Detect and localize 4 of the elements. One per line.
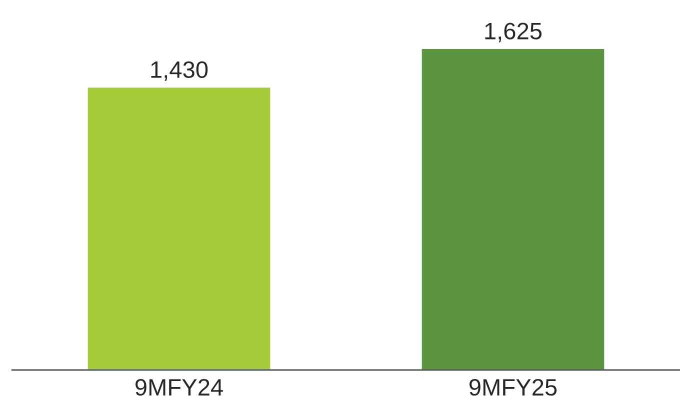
data-label: 1,430 bbox=[151, 61, 208, 81]
data-label: 1,625 bbox=[485, 22, 542, 42]
x-tick-label: 9MFY25 bbox=[469, 378, 557, 396]
x-tick-label: 9MFY24 bbox=[135, 378, 223, 396]
